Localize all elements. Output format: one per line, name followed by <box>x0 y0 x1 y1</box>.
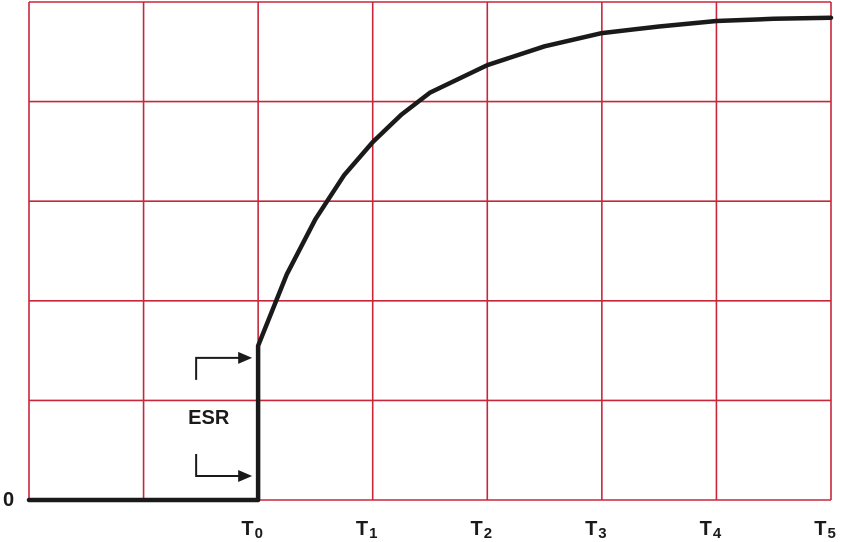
y-zero-label: 0 <box>3 489 14 511</box>
x-tick-label: T4 <box>700 518 722 542</box>
x-tick-label: T3 <box>585 518 607 542</box>
esr-annotation: ESR <box>188 351 253 482</box>
chart-grid <box>28 1 832 501</box>
esr-arrowhead-bottom <box>238 470 253 482</box>
esr-arrow-top <box>195 356 241 380</box>
esr-arrow-bottom <box>195 454 241 477</box>
series-line <box>26 15 834 503</box>
x-tick-label: T0 <box>241 518 263 542</box>
x-axis-ticks: T0 T1 T2 T3 T4 T5 <box>241 518 835 542</box>
x-tick-label: T1 <box>356 518 378 542</box>
x-tick-label: T5 <box>814 518 836 542</box>
esr-arrowhead-top <box>238 351 253 364</box>
x-tick-label: T2 <box>471 518 493 542</box>
esr-label: ESR <box>188 407 230 429</box>
